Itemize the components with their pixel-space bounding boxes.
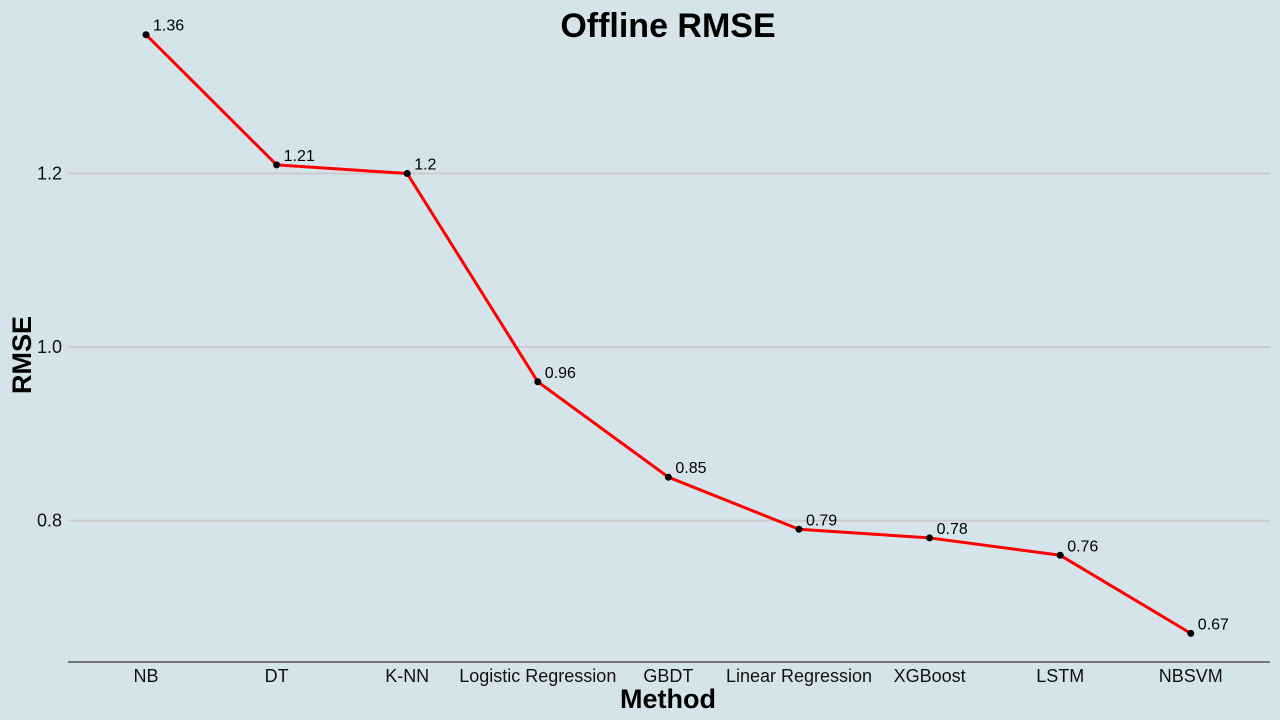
data-point bbox=[534, 378, 542, 386]
x-tick-label: NB bbox=[133, 666, 158, 686]
x-tick-label: K-NN bbox=[385, 666, 429, 686]
x-tick-label: LSTM bbox=[1036, 666, 1084, 686]
data-point bbox=[926, 534, 934, 542]
y-axis-label: RMSE bbox=[7, 316, 37, 394]
data-label: 0.76 bbox=[1067, 538, 1098, 555]
data-points bbox=[142, 31, 1195, 637]
x-tick-label: XGBoost bbox=[894, 666, 966, 686]
x-tick-label: Linear Regression bbox=[726, 666, 872, 686]
data-point bbox=[664, 473, 672, 481]
x-tick-label: GBDT bbox=[643, 666, 693, 686]
data-label: 1.2 bbox=[414, 157, 436, 174]
x-axis-label: Method bbox=[620, 684, 716, 714]
gridlines bbox=[68, 172, 1270, 522]
y-tick-label: 1.0 bbox=[37, 337, 62, 357]
series-line bbox=[144, 33, 1192, 635]
y-tick-label: 1.2 bbox=[37, 164, 62, 184]
chart-title: Offline RMSE bbox=[560, 7, 775, 45]
data-label: 0.85 bbox=[675, 460, 706, 477]
data-label: 0.96 bbox=[545, 365, 576, 382]
data-label: 1.21 bbox=[284, 148, 315, 165]
y-tick-labels: 0.8 1.0 1.2 bbox=[37, 164, 62, 531]
x-tick-label: Logistic Regression bbox=[459, 666, 616, 686]
data-label: 1.36 bbox=[153, 18, 184, 35]
data-point bbox=[1187, 629, 1195, 637]
data-point bbox=[403, 170, 411, 178]
data-labels: 1.36 1.21 1.2 0.96 0.85 0.79 0.78 0.76 0.67 bbox=[153, 18, 1229, 634]
y-tick-label: 0.8 bbox=[37, 511, 62, 531]
data-point bbox=[273, 161, 281, 169]
x-tick-label: DT bbox=[265, 666, 289, 686]
data-label: 0.67 bbox=[1198, 616, 1229, 633]
data-label: 0.79 bbox=[806, 512, 837, 529]
data-point bbox=[1056, 551, 1064, 559]
data-point bbox=[142, 31, 150, 39]
data-point bbox=[795, 525, 803, 533]
x-tick-labels: NB DT K-NN Logistic Regression GBDT Linear Re… bbox=[133, 666, 1222, 686]
series-layer bbox=[144, 33, 1192, 635]
x-tick-label: NBSVM bbox=[1159, 666, 1223, 686]
data-label: 0.78 bbox=[937, 521, 968, 538]
